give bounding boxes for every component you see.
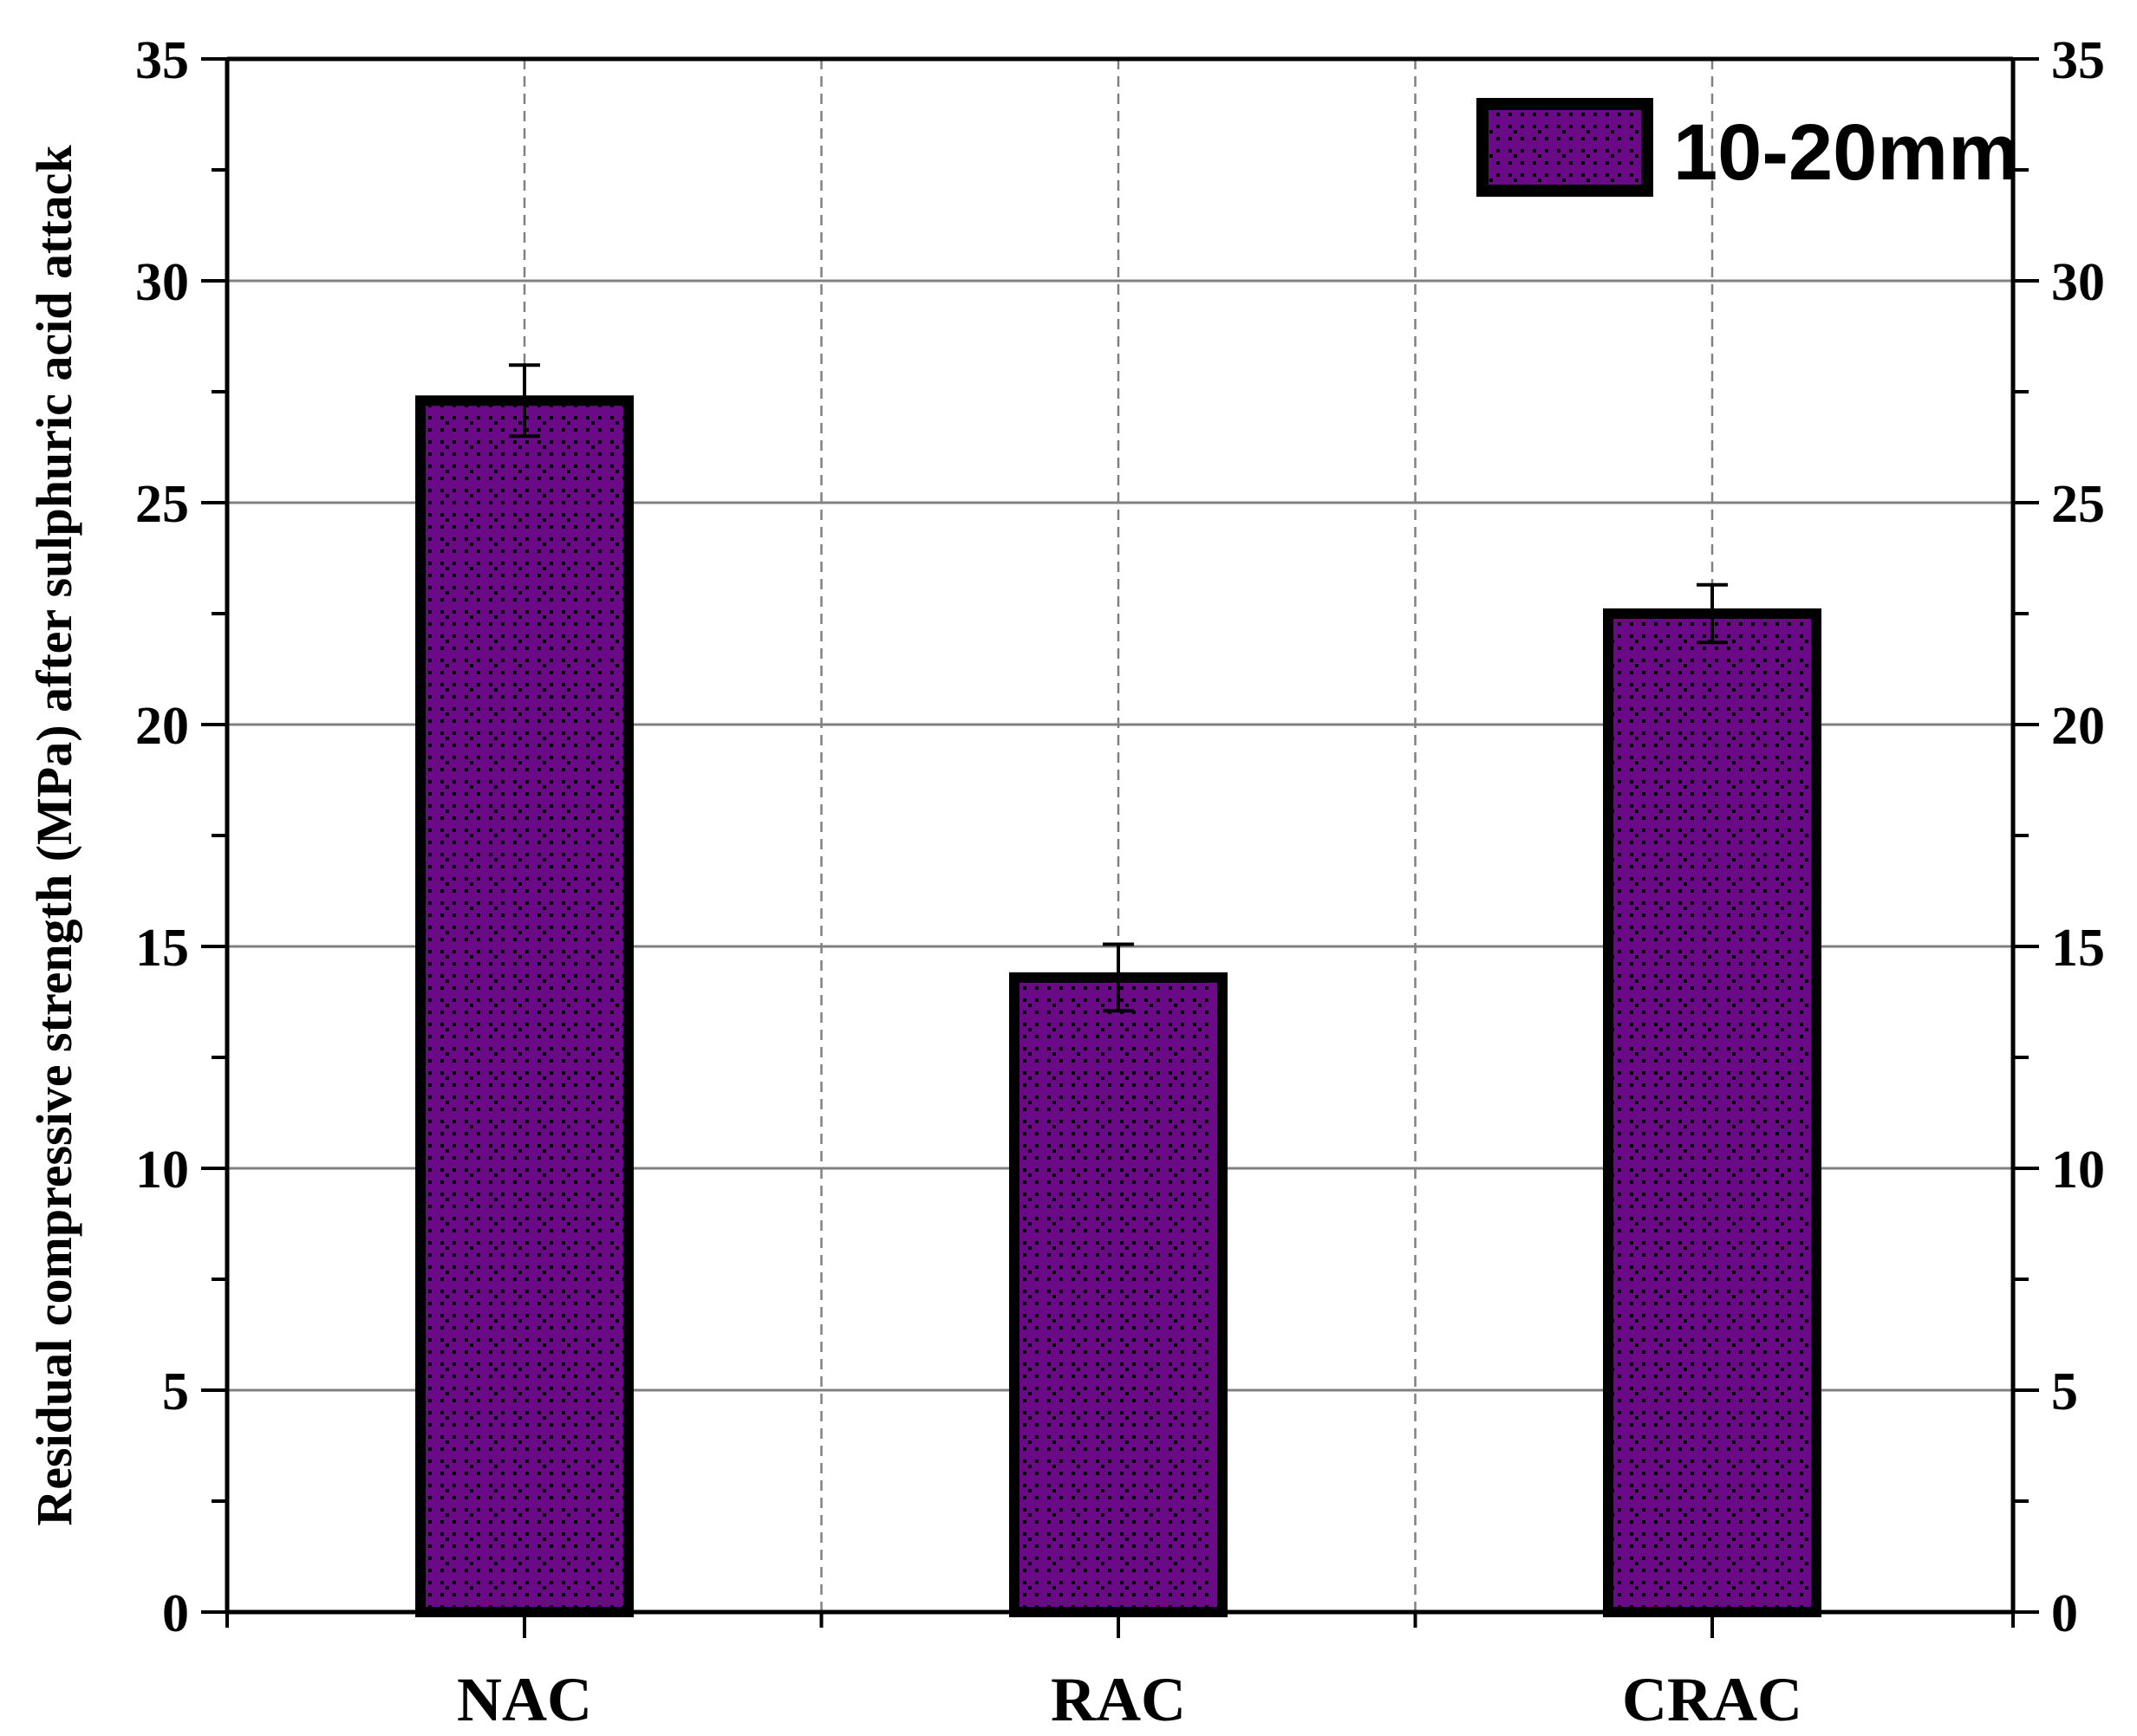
legend-swatch: [1476, 98, 1653, 197]
y-tick-label-right: 15: [2051, 919, 2105, 978]
y-tick-label-left: 20: [135, 697, 189, 756]
x-tick-label-nac: NAC: [457, 1665, 592, 1734]
y-tick-label-right: 5: [2051, 1362, 2078, 1421]
labels: 0 0 5 5 10 10 15 15 20 20 25 25 30 30 35 35 NAC RAC CRAC Re…: [26, 31, 2105, 1734]
y-tick-label-left: 0: [162, 1584, 189, 1643]
y-tick-label-right: 25: [2051, 475, 2105, 534]
y-tick-label-right: 30: [2051, 253, 2105, 312]
y-tick-label-right: 20: [2051, 697, 2105, 756]
bar-crac: [1603, 608, 1821, 1617]
y-tick-label-left: 15: [135, 919, 189, 978]
legend-label: 10-20mm: [1673, 108, 2019, 197]
y-tick-label-right: 10: [2051, 1141, 2105, 1200]
y-axis-title: Residual compressive strength (MPa) afte…: [26, 145, 82, 1526]
legend: 10-20mm: [1476, 98, 2019, 197]
y-tick-label-right: 35: [2051, 31, 2105, 90]
bar-nac: [415, 395, 634, 1617]
y-tick-label-left: 35: [135, 31, 189, 90]
bars: [415, 363, 1821, 1617]
y-tick-label-left: 10: [135, 1141, 189, 1200]
y-tick-label-left: 30: [135, 253, 189, 312]
bar-rac: [1009, 972, 1228, 1617]
x-tick-label-crac: CRAC: [1622, 1665, 1802, 1734]
y-tick-label-left: 25: [135, 475, 189, 534]
y-tick-label-right: 0: [2051, 1584, 2078, 1643]
y-tick-label-left: 5: [162, 1362, 189, 1421]
axes: [201, 56, 2039, 1638]
x-tick-label-rac: RAC: [1051, 1665, 1186, 1734]
